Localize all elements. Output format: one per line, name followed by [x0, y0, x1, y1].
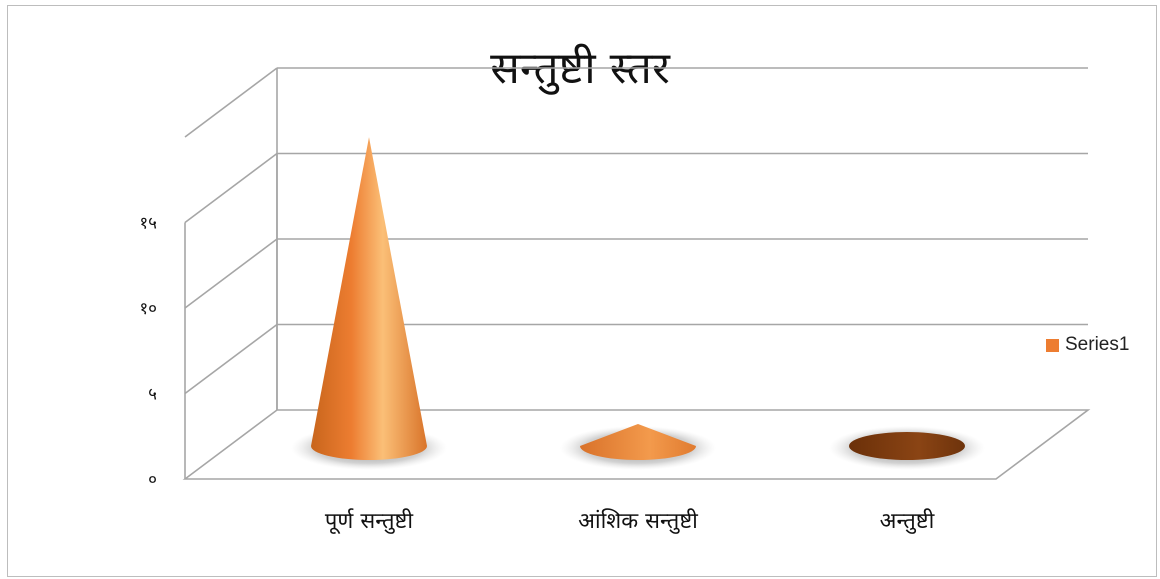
side-gridline: [184, 152, 278, 224]
y-tick-label: १५: [139, 214, 157, 234]
y-tick-label: ०: [148, 470, 157, 490]
x-category-label: अन्तुष्टी: [880, 508, 935, 534]
side-gridline: [184, 67, 278, 138]
chart-frame: [7, 5, 1157, 577]
cone-bar-1: [311, 137, 427, 460]
grid-lines: [182, 67, 1091, 480]
y-tick-label: ५: [148, 385, 157, 405]
side-gridline: [184, 323, 278, 395]
y-tick-label: १०: [139, 299, 157, 319]
chart-marks: [291, 137, 985, 470]
legend-label-series1: Series1: [1065, 334, 1130, 355]
cone-bar-3: [849, 432, 965, 460]
floor-plane: [182, 409, 1091, 480]
cone-bar-2: [580, 423, 696, 460]
side-gridline: [184, 238, 278, 309]
legend-swatch: [1046, 338, 1059, 352]
x-category-label: पूर्ण सन्तुष्टी: [325, 508, 413, 535]
x-category-label: आंशिक सन्तुष्टी: [578, 508, 698, 534]
axis-labels: ० ५ १० १५ पूर्ण सन्तुष्टी आंशिक सन्तुष्टी अन्त…: [139, 214, 934, 536]
legend: Series1: [1046, 334, 1129, 356]
